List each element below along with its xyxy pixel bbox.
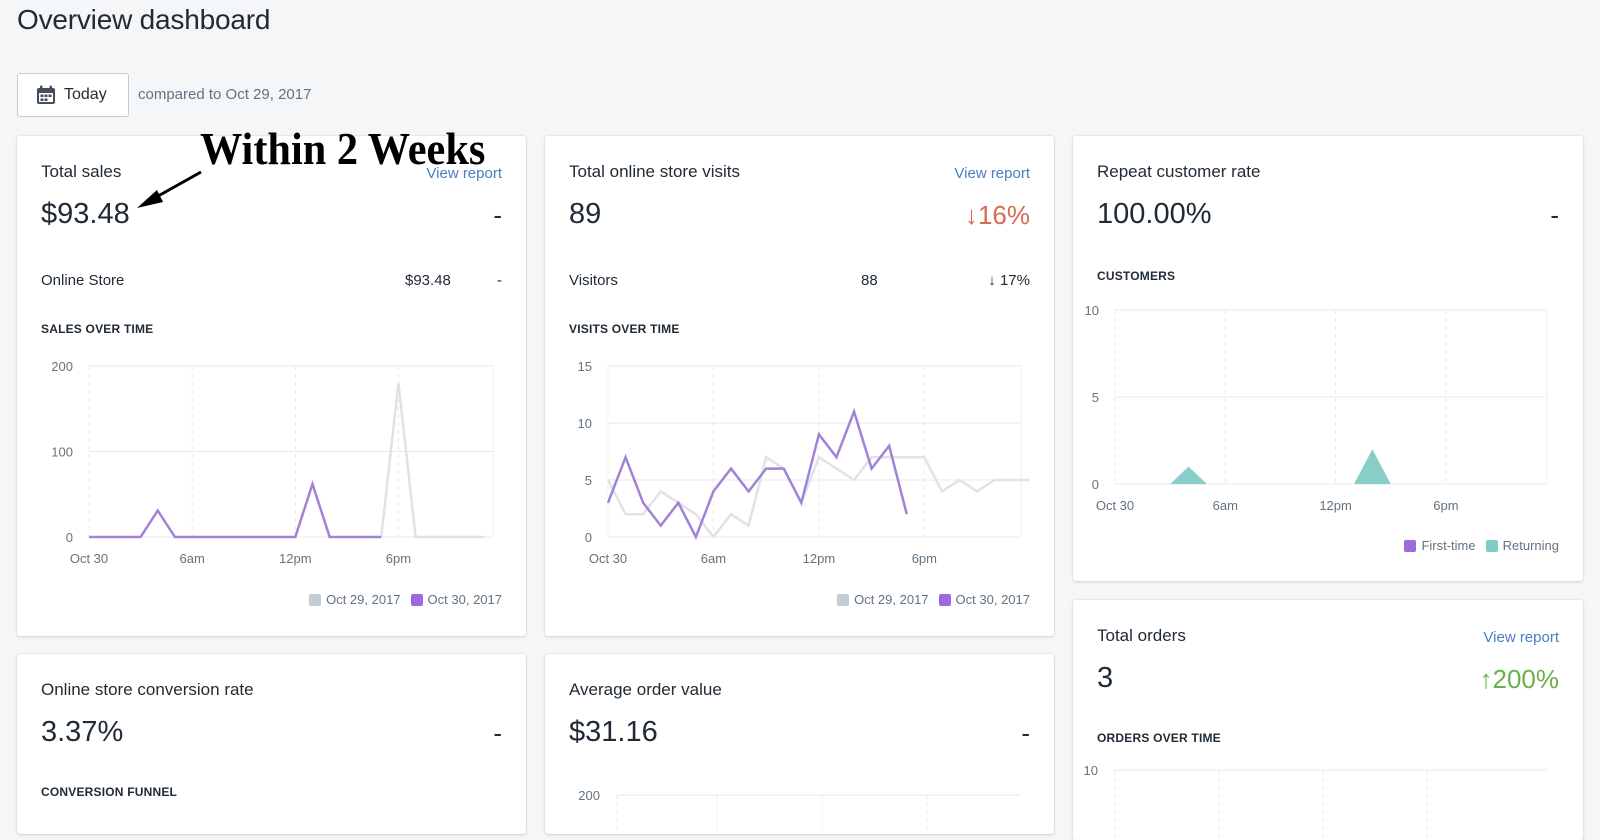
- card-delta: -: [1021, 718, 1030, 748]
- x-tick-label: 6am: [180, 551, 205, 566]
- card-value: $31.16: [569, 716, 658, 748]
- x-tick-label: Oct 30: [589, 551, 627, 566]
- x-tick-label: 6am: [701, 551, 726, 566]
- row-value: 88: [861, 272, 878, 289]
- card-delta: -: [493, 200, 502, 230]
- chart-legend: First-time Returning: [1404, 538, 1559, 553]
- compare-text: compared to Oct 29, 2017: [138, 86, 312, 103]
- y-tick-label: 15: [578, 359, 592, 374]
- view-report-link[interactable]: View report: [426, 165, 502, 182]
- x-tick-label: 6am: [1213, 498, 1238, 513]
- x-tick-label: 12pm: [1319, 498, 1352, 513]
- card-delta: ↓16%: [964, 200, 1030, 230]
- annotation-arrow-icon: [137, 170, 202, 208]
- chart-legend: Oct 29, 2017 Oct 30, 2017: [309, 592, 502, 607]
- card-title: Total sales: [41, 162, 122, 181]
- y-tick-label: 10: [1085, 303, 1099, 318]
- y-tick-label: 10: [1084, 763, 1098, 778]
- legend-item-returning[interactable]: Returning: [1485, 538, 1559, 553]
- legend-item-current[interactable]: Oct 30, 2017: [938, 592, 1030, 607]
- row-delta: -: [497, 272, 502, 289]
- series-line: [606, 407, 908, 541]
- view-report-link[interactable]: View report: [954, 165, 1030, 182]
- x-tick-label: 6pm: [1433, 498, 1458, 513]
- annotation-text: Within 2 Weeks: [200, 123, 486, 174]
- card-value: 100.00%: [1097, 198, 1212, 230]
- card-title: Average order value: [569, 680, 722, 699]
- conversion-rate-card: Online store conversion rate 3.37% - CON…: [17, 654, 526, 834]
- section-label: CUSTOMERS: [1097, 269, 1176, 283]
- section-label: ORDERS OVER TIME: [1097, 731, 1221, 745]
- x-tick-label: Oct 30: [70, 551, 108, 566]
- view-report-link[interactable]: View report: [1483, 629, 1559, 646]
- y-tick-label: 0: [585, 530, 592, 545]
- card-delta: ↑200%: [1479, 664, 1560, 694]
- card-delta: -: [493, 718, 502, 748]
- repeat-customer-card: Repeat customer rate 100.00% - CUSTOMERS…: [1073, 136, 1583, 581]
- legend-item-previous[interactable]: Oct 29, 2017: [309, 592, 401, 607]
- y-tick-label: 10: [578, 416, 592, 431]
- card-title: Online store conversion rate: [41, 680, 254, 699]
- x-tick-label: 12pm: [279, 551, 312, 566]
- y-tick-label: 5: [585, 473, 592, 488]
- chart-legend: Oct 29, 2017 Oct 30, 2017: [837, 592, 1030, 607]
- row-label: Visitors: [569, 272, 618, 289]
- card-title: Total orders: [1097, 626, 1186, 645]
- row-delta: ↓ 17%: [988, 272, 1030, 289]
- x-tick-label: Oct 30: [1096, 498, 1134, 513]
- date-range-label: Today: [64, 86, 107, 103]
- y-tick-label: 5: [1092, 390, 1099, 405]
- calendar-icon: [37, 85, 55, 104]
- aov-chart: 200: [578, 788, 1021, 834]
- card-value: 3.37%: [41, 716, 124, 748]
- legend-item-previous[interactable]: Oct 29, 2017: [837, 592, 929, 607]
- card-value: 3: [1097, 662, 1114, 694]
- date-range-button[interactable]: Today: [17, 73, 129, 117]
- sales-over-time-chart: 0 100 200 Oct 30 6am 12pm 6pm: [51, 359, 494, 566]
- y-tick-label: 200: [51, 359, 73, 374]
- x-tick-label: 6pm: [386, 551, 411, 566]
- y-tick-label: 0: [66, 530, 73, 545]
- section-label: VISITS OVER TIME: [569, 322, 680, 336]
- x-tick-label: 6pm: [912, 551, 937, 566]
- x-tick-label: 12pm: [803, 551, 836, 566]
- orders-over-time-chart: 10: [1084, 763, 1547, 840]
- row-value: $93.48: [405, 272, 451, 289]
- customers-chart: 0 5 10 Oct 30 6am 12pm 6pm: [1085, 303, 1548, 513]
- legend-item-first-time[interactable]: First-time: [1404, 538, 1476, 553]
- y-tick-label: 200: [578, 788, 600, 803]
- legend-item-current[interactable]: Oct 30, 2017: [410, 592, 502, 607]
- card-value: $93.48: [41, 198, 130, 230]
- card-value: 89: [569, 198, 602, 230]
- card-delta: -: [1550, 200, 1559, 230]
- row-label: Online Store: [41, 272, 125, 289]
- section-label: SALES OVER TIME: [41, 322, 154, 336]
- average-order-value-card: Average order value $31.16 - 200: [545, 654, 1054, 834]
- visits-card: Total online store visits View report 89…: [545, 136, 1054, 636]
- total-sales-card: Total sales View report $93.48 - Online …: [17, 136, 526, 636]
- y-tick-label: 0: [1092, 477, 1099, 492]
- series-area: [1170, 449, 1391, 484]
- y-tick-label: 100: [51, 445, 73, 460]
- card-title: Total online store visits: [569, 162, 741, 181]
- page-title: Overview dashboard: [17, 4, 271, 35]
- card-title: Repeat customer rate: [1097, 162, 1261, 181]
- total-orders-card: Total orders View report 3 ↑200% ORDERS …: [1073, 600, 1583, 840]
- section-label: CONVERSION FUNNEL: [41, 785, 178, 799]
- series-line: [380, 382, 485, 539]
- visits-over-time-chart: 0 5 10 15 Oct 30 6am 12pm 6pm: [578, 359, 1030, 566]
- series-line: [89, 479, 382, 539]
